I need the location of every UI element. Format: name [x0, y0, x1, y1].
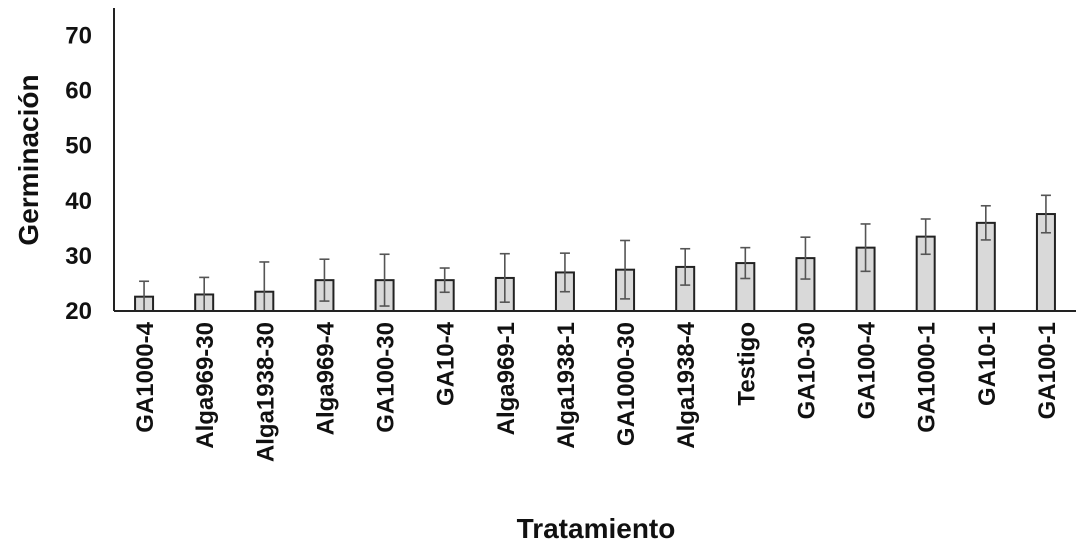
y-tick-label: 20 — [65, 298, 92, 325]
x-tick-label: GA10-1 — [974, 322, 1001, 406]
x-tick-label: GA1000-30 — [613, 322, 640, 446]
x-tick-label: GA100-1 — [1034, 322, 1061, 419]
x-tick-label: GA100-4 — [854, 321, 881, 419]
x-tick-label: Alga1938-1 — [553, 322, 580, 449]
error-bars-group — [139, 194, 1051, 311]
x-axis-title: Tratamiento — [517, 513, 676, 544]
x-tick-label: Alga969-1 — [493, 322, 520, 435]
y-tick-label: 60 — [65, 78, 92, 105]
y-tick-label: 50 — [65, 133, 92, 160]
x-tick-label: Alga1938-30 — [252, 322, 279, 462]
x-tick-label: GA10-4 — [433, 321, 460, 406]
x-tick-label: Alga1938-4 — [673, 321, 700, 448]
x-tick-label: Testigo — [733, 322, 760, 406]
y-axis-title: Germinación — [13, 74, 44, 245]
y-tick-label: 40 — [65, 188, 92, 215]
y-tick-label: 30 — [65, 243, 92, 270]
bars-group — [134, 213, 1056, 313]
x-tick-label: GA100-30 — [373, 322, 400, 433]
x-tick-label: GA10-30 — [793, 322, 820, 419]
x-axis-ticks: GA1000-4 Alga969-30 Alga1938-30 Alga969-4 GA… — [132, 321, 1061, 462]
y-tick-label: 70 — [65, 23, 92, 50]
x-tick-label: Alga969-30 — [192, 322, 219, 449]
x-tick-label: GA1000-1 — [914, 322, 941, 433]
y-axis-ticks: 20 30 40 50 60 70 — [65, 23, 92, 325]
x-tick-label: Alga969-4 — [312, 321, 339, 435]
x-tick-label: GA1000-4 — [132, 321, 159, 432]
